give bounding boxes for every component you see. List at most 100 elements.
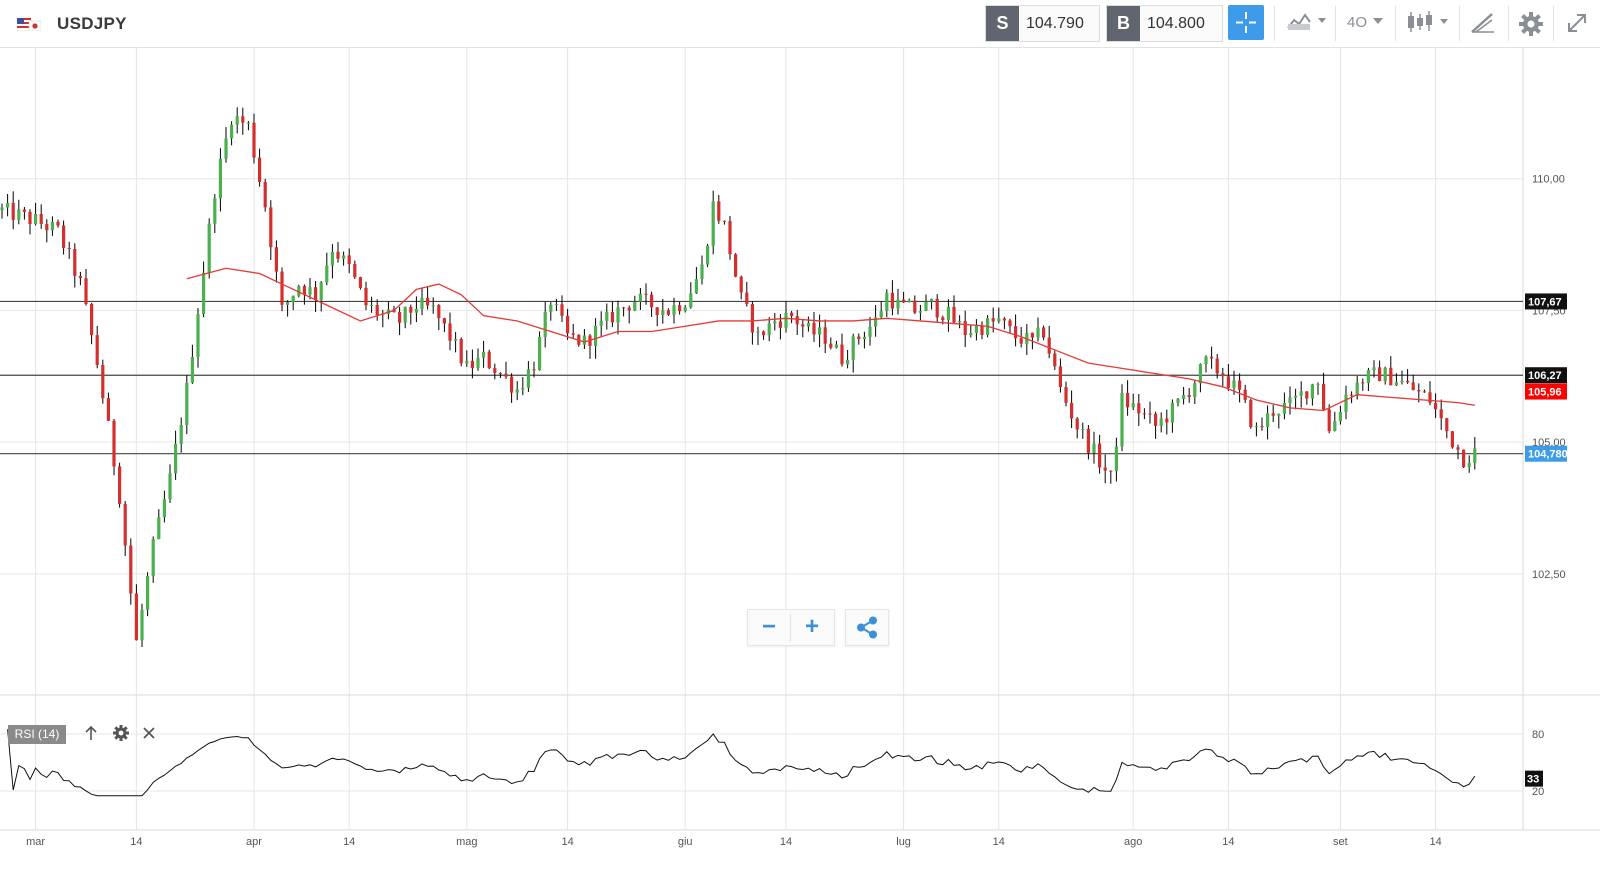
time-tick-label: ago	[1124, 836, 1142, 848]
candle-body	[1002, 318, 1006, 321]
candle-body	[286, 302, 290, 305]
zoom-in-button[interactable]: +	[804, 613, 819, 640]
share-button[interactable]	[845, 609, 889, 646]
candle-body	[1008, 320, 1012, 327]
draw-icon	[1471, 13, 1494, 33]
candle-body	[1305, 391, 1309, 399]
toolbar-separator	[1459, 6, 1460, 41]
candle-body	[823, 327, 827, 344]
candle-body	[375, 304, 379, 316]
candle-body	[812, 322, 816, 335]
time-tick-label: 14	[1222, 836, 1234, 848]
price-badge-label: 105,96	[1528, 387, 1562, 399]
candle-body	[1400, 380, 1404, 383]
time-tick-label: 14	[780, 836, 792, 848]
candle-body	[1294, 395, 1298, 398]
candle-body	[28, 211, 32, 225]
candle-body	[778, 321, 782, 328]
candle-body	[930, 298, 934, 302]
rsi-label[interactable]: RSI (14)	[8, 725, 66, 744]
candle-body	[739, 276, 743, 293]
candle-body	[879, 311, 883, 318]
candle-body	[1254, 426, 1258, 428]
expand-icon	[1568, 14, 1586, 32]
candle-body	[101, 364, 105, 399]
chart-type-button[interactable]	[1286, 10, 1330, 38]
candle-body	[1210, 356, 1214, 359]
candles-button[interactable]	[1406, 10, 1454, 38]
close-icon[interactable]	[141, 724, 157, 742]
candle-body	[162, 499, 166, 518]
candlestick-series	[0, 107, 1477, 647]
candle-body	[1473, 448, 1477, 463]
timeframe-dropdown[interactable]: 4O	[1347, 14, 1385, 42]
candle-body	[258, 157, 262, 183]
candle-body	[1081, 429, 1085, 431]
chart-header: USDJPY S 104.790 B 104.800 4O	[0, 0, 1600, 48]
candles-icon	[1408, 11, 1448, 32]
candle-body	[678, 305, 682, 312]
candle-body	[1159, 418, 1163, 426]
rsi-value-badge	[1525, 770, 1543, 787]
sell-label: S	[986, 6, 1019, 41]
candle-body	[1109, 470, 1113, 472]
arrow-up-icon[interactable]	[83, 724, 99, 742]
moving-average-line	[186, 267, 1475, 412]
candle-body	[6, 202, 10, 208]
candle-body	[1131, 403, 1135, 408]
candle-body	[280, 271, 284, 305]
candle-body	[364, 287, 368, 306]
candle-body	[1282, 402, 1286, 414]
candle-body	[633, 301, 637, 311]
candle-body	[818, 327, 822, 335]
crosshair-button[interactable]	[1228, 5, 1264, 40]
candle-body	[235, 116, 239, 125]
candle-body	[403, 306, 407, 323]
candle-body	[638, 293, 642, 302]
price-badges: 107,67 106,27 105,96 104,780	[1525, 293, 1568, 462]
buy-price-box[interactable]: B 104.800	[1106, 5, 1223, 42]
candle-body	[1019, 338, 1023, 344]
price-badge-label: 106,27	[1528, 370, 1562, 382]
candle-body	[454, 338, 458, 341]
candle-body	[717, 201, 721, 221]
candle-body	[952, 306, 956, 323]
settings-button[interactable]	[1518, 11, 1544, 39]
candle-body	[95, 335, 99, 365]
candle-body	[470, 360, 474, 369]
candle-body	[980, 325, 984, 335]
price-badge	[1525, 367, 1567, 384]
time-tick-label: lug	[896, 836, 911, 848]
candle-body	[1182, 394, 1186, 399]
candle-body	[342, 255, 346, 259]
candle-body	[560, 304, 564, 316]
sell-price-box[interactable]: S 104.790	[985, 5, 1100, 42]
zoom-out-button[interactable]: −	[761, 613, 776, 640]
candle-body	[39, 214, 43, 225]
candle-body	[510, 376, 514, 393]
candle-body	[1338, 412, 1342, 422]
candle-body	[963, 321, 967, 336]
candle-body	[1316, 383, 1320, 385]
candle-body	[706, 245, 710, 265]
candle-body	[935, 298, 939, 318]
candle-body	[1030, 332, 1034, 338]
candle-body	[666, 310, 670, 315]
rsi-settings-icon[interactable]	[112, 724, 130, 742]
horizontal-levels	[0, 300, 1523, 455]
time-tick-label: 14	[130, 836, 142, 848]
candle-body	[734, 254, 738, 277]
candle-body	[1322, 383, 1326, 410]
candle-body	[644, 293, 648, 295]
candle-body	[1350, 394, 1354, 396]
candle-body	[874, 317, 878, 327]
candle-body	[179, 425, 183, 444]
draw-tools-button[interactable]	[1470, 10, 1496, 38]
time-tick-label: 14	[561, 836, 573, 848]
expand-button[interactable]	[1566, 12, 1588, 40]
candle-body	[1249, 399, 1253, 427]
candle-body	[991, 318, 995, 322]
candle-body	[297, 286, 301, 296]
